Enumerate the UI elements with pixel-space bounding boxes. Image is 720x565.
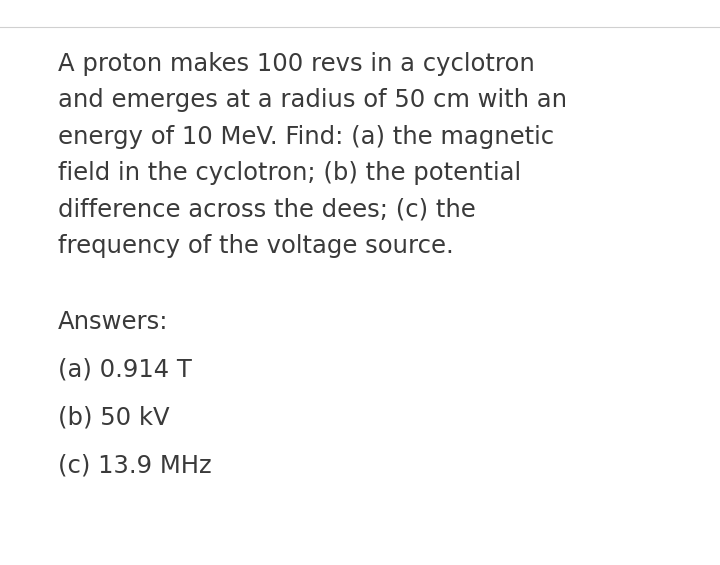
Text: A proton makes 100 revs in a cyclotron
and emerges at a radius of 50 cm with an
: A proton makes 100 revs in a cyclotron a… xyxy=(58,52,567,258)
Text: Answers:: Answers: xyxy=(58,310,168,334)
Text: (b) 50 kV: (b) 50 kV xyxy=(58,406,170,430)
Text: (a) 0.914 T: (a) 0.914 T xyxy=(58,358,192,382)
Text: (c) 13.9 MHz: (c) 13.9 MHz xyxy=(58,454,212,478)
